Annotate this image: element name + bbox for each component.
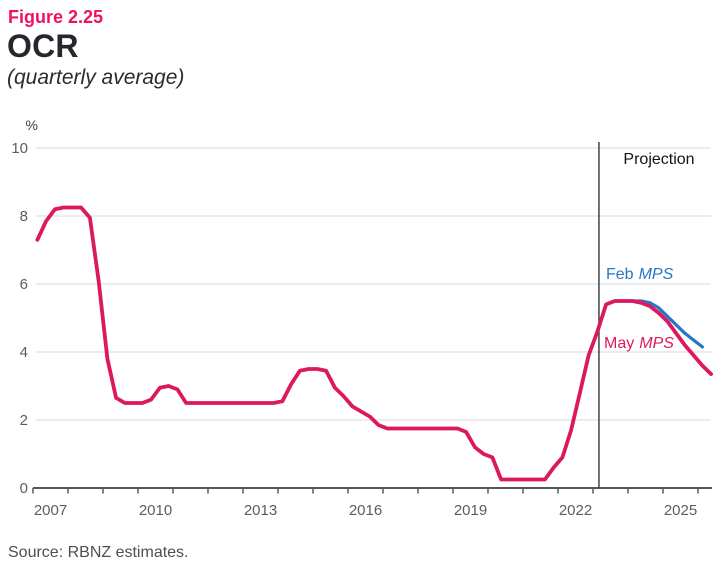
x-tick-label-2010: 2010 <box>139 502 172 519</box>
series-label-may-mps: May MPS <box>604 335 674 352</box>
x-axis: 2007 2010 2013 2016 2019 2022 2025 <box>32 487 712 519</box>
y-tick-label-6: 6 <box>20 276 28 293</box>
y-tick-label-0: 0 <box>20 480 28 497</box>
y-axis-unit-label: % <box>26 117 38 133</box>
gridline-layer <box>36 147 711 421</box>
source-note: Source: RBNZ estimates. <box>8 544 189 561</box>
x-tick-label-2007: 2007 <box>34 502 67 519</box>
series-label-feb-mps: Feb MPS <box>606 266 674 283</box>
y-tick-label-10: 10 <box>11 140 28 157</box>
x-tick-label-2025: 2025 <box>664 502 697 519</box>
x-tick-label-2019: 2019 <box>454 502 487 519</box>
projection-label: Projection <box>623 151 694 168</box>
y-tick-label-4: 4 <box>20 344 28 361</box>
y-tick-label-8: 8 <box>20 208 28 225</box>
x-tick-label-2013: 2013 <box>244 502 277 519</box>
series-line-may-mps <box>35 205 713 482</box>
series-label-may-mps-italic: MPS <box>639 335 674 352</box>
series-label-feb-mps-italic: MPS <box>639 266 674 283</box>
series-label-feb-prefix: Feb <box>606 266 634 283</box>
page-title: OCR <box>7 28 79 64</box>
x-tick-label-2016: 2016 <box>349 502 382 519</box>
series-label-may-prefix: May <box>604 335 634 352</box>
y-tick-label-2: 2 <box>20 412 28 429</box>
chart-subtitle: (quarterly average) <box>7 66 185 89</box>
figure-number: Figure 2.25 <box>8 7 104 27</box>
series-layer <box>35 205 713 482</box>
x-tick-label-2022: 2022 <box>559 502 592 519</box>
y-axis-labels: 0 2 4 6 8 10 <box>11 140 28 497</box>
